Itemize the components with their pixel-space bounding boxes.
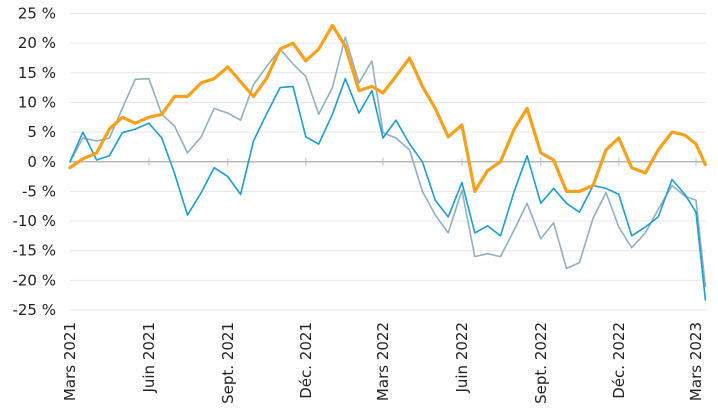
- y-tick-label: -10 %: [12, 212, 56, 230]
- y-axis-tick-labels: 25 % 20 % 15 % 10 % 5 % 0 % -5 % -10 % -15 % -20 …: [12, 5, 56, 320]
- x-axis-tick-labels: Mars 2021 Juin 2021 Sept. 2021 Déc. 2021 Mar…: [61, 322, 705, 404]
- series-line-1: [69, 36, 707, 288]
- y-tick-label: -25 %: [12, 301, 56, 319]
- x-tick-label: Déc. 2022: [610, 322, 628, 399]
- y-tick-label: 25 %: [18, 5, 56, 23]
- y-tick-label: 15 %: [18, 64, 56, 82]
- x-tick-label: Sept. 2021: [219, 322, 237, 404]
- x-tick-label: Mars 2022: [374, 322, 392, 401]
- series-line-3: [68, 23, 708, 193]
- series-line-2: [69, 77, 707, 301]
- x-tick-label: Mars 2023: [687, 322, 705, 401]
- y-tick-label: 0 %: [27, 153, 56, 171]
- x-tick-label: Sept. 2022: [532, 322, 550, 404]
- y-tick-label: -20 %: [12, 271, 56, 289]
- series-lines: [68, 23, 708, 301]
- y-tick-label: 10 %: [18, 93, 56, 111]
- y-tick-label: -5 %: [22, 182, 56, 200]
- y-tick-label: -15 %: [12, 242, 56, 260]
- gridlines: [70, 13, 706, 311]
- y-tick-label: 5 %: [27, 123, 56, 141]
- y-tick-label: 20 %: [18, 34, 56, 52]
- x-tick-label: Juin 2022: [453, 322, 471, 394]
- x-tick-label: Déc. 2021: [297, 322, 315, 399]
- x-tick-label: Juin 2021: [140, 322, 158, 394]
- x-tick-label: Mars 2021: [61, 322, 79, 401]
